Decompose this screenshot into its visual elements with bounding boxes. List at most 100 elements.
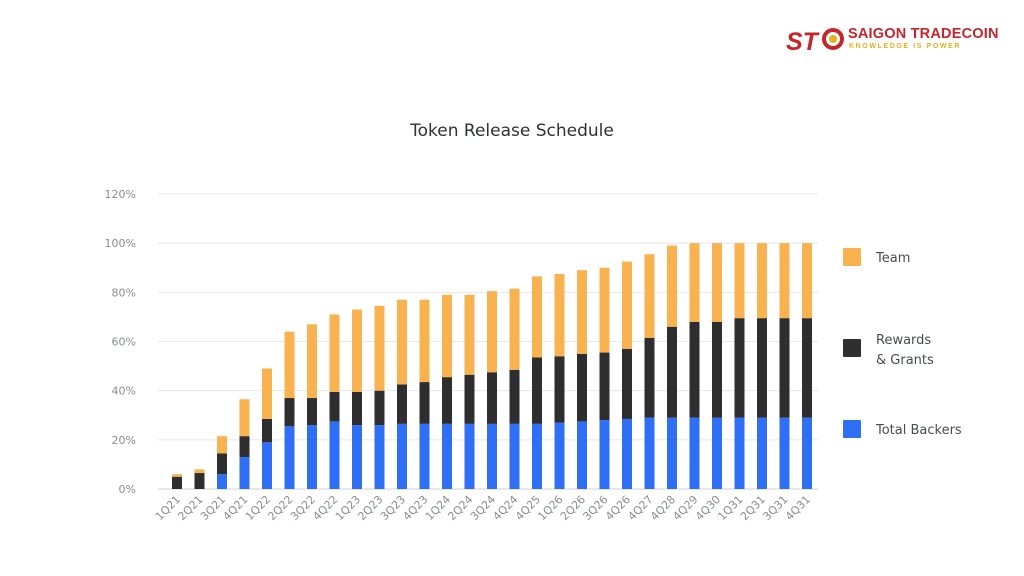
x-tick-label: 2Q22	[265, 493, 295, 523]
x-tick-label: 4Q23	[400, 493, 430, 523]
bar-segment-rewards-grants	[172, 476, 182, 489]
bar-segment-rewards-grants	[554, 356, 565, 423]
bar-segment-rewards-grants	[464, 374, 475, 424]
x-tick-label: 4Q25	[513, 493, 543, 523]
bar-segment-rewards-grants	[374, 390, 385, 426]
bar-segment-total-backers	[239, 457, 250, 489]
bar-segment-team	[352, 309, 362, 392]
x-tick-label: 1Q24	[423, 493, 453, 523]
bar-segment-rewards-grants	[397, 384, 407, 424]
bar-segment-total-backers	[779, 417, 790, 489]
x-tick-label: 3Q24	[468, 493, 498, 523]
x-tick-label: 1Q31	[715, 493, 745, 523]
x-tick-label: 1Q21	[153, 493, 183, 523]
x-tick-label: 3Q21	[198, 493, 228, 523]
bar-segment-rewards-grants	[532, 357, 542, 424]
bar-segment-total-backers	[577, 421, 587, 489]
bar-segment-team	[239, 399, 250, 437]
bar-segment-rewards-grants	[734, 318, 745, 418]
bar-segment-total-backers	[284, 426, 295, 489]
y-tick-label: 80%	[112, 286, 136, 299]
bar-segment-total-backers	[217, 474, 227, 489]
brand-name: SAIGON TRADECOIN	[848, 26, 999, 42]
x-tick-label: 3Q31	[760, 493, 790, 523]
bar-segment-rewards-grants	[689, 321, 700, 418]
bar-segment-team	[577, 270, 587, 354]
bar-segment-rewards-grants	[577, 353, 587, 422]
x-tick-label: 1Q23	[333, 493, 363, 523]
bar-segment-team	[644, 254, 655, 338]
svg-text:ST: ST	[786, 28, 821, 56]
bar-segment-rewards-grants	[599, 352, 610, 421]
bar-segment-team	[217, 436, 227, 454]
bar-segment-rewards-grants	[352, 391, 362, 426]
bar-segment-total-backers	[307, 425, 317, 489]
saigon-tradecoin-logo: ST SAIGON TRADECOIN KNOWLEDGE IS POWER	[786, 24, 1006, 58]
bar-segment-team	[397, 299, 407, 385]
bar-segment-rewards-grants	[802, 318, 812, 418]
bar-segment-rewards-grants	[329, 391, 340, 422]
bar-segment-rewards-grants	[284, 398, 295, 427]
bar-segment-total-backers	[442, 423, 452, 489]
y-tick-label: 100%	[105, 237, 136, 250]
x-tick-label: 4Q27	[625, 493, 655, 523]
bar-segment-total-backers	[622, 418, 632, 489]
legend-swatch	[843, 339, 861, 357]
x-tick-label: 3Q22	[288, 493, 318, 523]
x-tick-label: 4Q22	[310, 493, 340, 523]
brand-tagline: KNOWLEDGE IS POWER	[849, 43, 962, 50]
bar-segment-team	[172, 474, 182, 477]
bar-segment-total-backers	[487, 423, 497, 489]
x-tick-label: 4Q26	[603, 493, 633, 523]
chart-title: Token Release Schedule	[410, 121, 614, 141]
bar-segment-team	[509, 288, 520, 370]
bar-segment-total-backers	[757, 417, 767, 489]
bar-segment-rewards-grants	[487, 372, 497, 424]
x-tick-label: 4Q28	[648, 493, 678, 523]
bar-segment-rewards-grants	[667, 326, 677, 418]
bar-segment-team	[689, 243, 700, 322]
bar-segment-rewards-grants	[622, 348, 632, 419]
x-tick-label: 4Q31	[783, 493, 813, 523]
bar-segment-total-backers	[419, 423, 430, 489]
bar-segment-team	[622, 261, 632, 349]
legend-swatch	[843, 420, 861, 438]
y-tick-label: 40%	[112, 385, 136, 398]
x-tick-label: 4Q30	[693, 493, 723, 523]
bar-segment-total-backers	[712, 417, 722, 489]
legend-label: Total Backers	[875, 423, 962, 438]
bar-segment-rewards-grants	[712, 321, 722, 418]
bar-segment-team	[779, 243, 790, 319]
bar-segment-team	[194, 469, 205, 474]
y-tick-label: 0%	[119, 483, 136, 496]
bar-segment-team	[262, 368, 272, 419]
x-tick-label: 4Q29	[670, 493, 700, 523]
bar-segment-team	[712, 243, 722, 322]
bar-segment-total-backers	[397, 423, 407, 489]
bar-segment-rewards-grants	[779, 318, 790, 418]
bar-segment-team	[419, 299, 430, 383]
bar-segment-total-backers	[644, 417, 655, 489]
bar-segment-total-backers	[329, 421, 340, 489]
x-axis-tick-labels: 1Q212Q213Q214Q211Q222Q223Q224Q221Q232Q23…	[153, 493, 813, 523]
bar-segment-rewards-grants	[194, 473, 205, 489]
bar-segment-total-backers	[734, 417, 745, 489]
bar-segment-total-backers	[532, 423, 542, 489]
bar-segment-rewards-grants	[239, 436, 250, 458]
bar-segment-total-backers	[262, 442, 272, 489]
bar-segment-rewards-grants	[307, 398, 317, 426]
bar-segment-team	[554, 273, 565, 357]
x-tick-label: 2Q23	[355, 493, 385, 523]
bar-segment-team	[464, 294, 475, 375]
legend-label: Team	[875, 251, 910, 266]
bar-segment-rewards-grants	[757, 318, 767, 418]
bar-segment-rewards-grants	[644, 337, 655, 418]
bar-segment-total-backers	[464, 423, 475, 489]
x-tick-label: 2Q24	[445, 493, 475, 523]
bar-segment-total-backers	[374, 425, 385, 489]
x-tick-label: 2Q26	[558, 493, 588, 523]
bar-segment-team	[757, 243, 767, 319]
bars	[172, 243, 812, 489]
stc-logo-mark: ST	[786, 28, 844, 56]
